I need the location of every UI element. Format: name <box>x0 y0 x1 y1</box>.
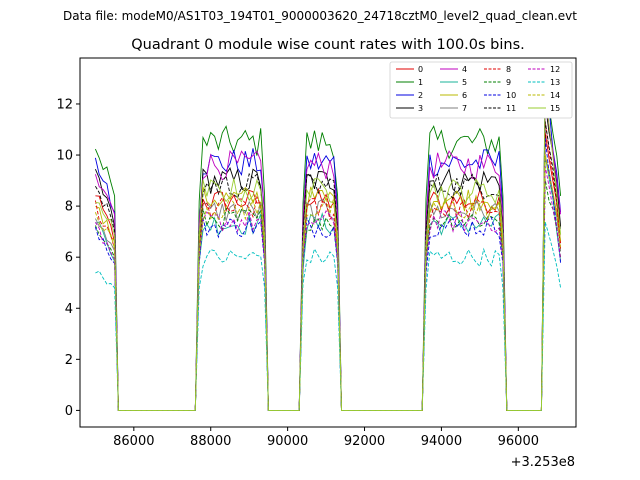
legend-label-15: 15 <box>550 104 560 113</box>
x-tick-label: 94000 <box>421 434 462 449</box>
legend-label-1: 1 <box>418 78 423 87</box>
legend-label-9: 9 <box>506 78 511 87</box>
series-line-3 <box>94 103 562 411</box>
legend-label-12: 12 <box>550 65 560 74</box>
series-line-12 <box>95 166 562 411</box>
legend-label-7: 7 <box>462 104 467 113</box>
series-line-2 <box>94 87 562 411</box>
series-line-9 <box>94 179 562 411</box>
series-line-15 <box>95 83 562 411</box>
series-line-8 <box>94 121 562 411</box>
axes-frame <box>79 57 577 428</box>
legend-label-11: 11 <box>506 104 516 113</box>
x-tick-label: 86000 <box>113 434 154 449</box>
suptitle: Data file: modeM0/AS1T03_194T01_90000036… <box>63 9 577 23</box>
y-tick-label: 8 <box>65 200 73 215</box>
legend-label-6: 6 <box>462 91 467 100</box>
legend-label-8: 8 <box>506 65 511 74</box>
chart-title: Quadrant 0 module wise count rates with … <box>131 37 525 53</box>
plot-area <box>94 75 562 411</box>
y-tick-label: 12 <box>56 97 73 112</box>
y-axis: 0 2 4 6 8 10 12 <box>56 97 80 419</box>
legend-label-3: 3 <box>418 104 423 113</box>
y-tick-label: 2 <box>65 353 73 368</box>
legend-label-5: 5 <box>462 78 467 87</box>
series-line-6 <box>95 155 562 411</box>
y-tick-label: 10 <box>56 149 73 164</box>
x-axis: 86000 88000 90000 92000 94000 96000 <box>113 427 539 449</box>
series-line-14 <box>94 154 562 411</box>
x-tick-label: 90000 <box>267 434 308 449</box>
y-tick-label: 0 <box>65 404 73 419</box>
series-line-5 <box>95 155 562 411</box>
x-tick-label: 92000 <box>344 434 385 449</box>
series-line-13 <box>95 221 562 411</box>
legend-label-4: 4 <box>462 65 467 74</box>
legend-label-0: 0 <box>418 65 423 74</box>
series-line-1 <box>94 75 562 411</box>
series-line-10 <box>94 137 562 411</box>
y-tick-label: 6 <box>65 251 73 266</box>
x-tick-label: 96000 <box>498 434 539 449</box>
legend-label-14: 14 <box>550 91 560 100</box>
series-line-0 <box>95 132 562 411</box>
legend-label-13: 13 <box>550 78 560 87</box>
y-tick-label: 4 <box>65 302 73 317</box>
series-line-4 <box>94 92 562 411</box>
legend-box <box>389 61 573 119</box>
legend-label-10: 10 <box>506 91 516 100</box>
legend-label-2: 2 <box>418 91 423 100</box>
x-offset-label: +3.253e8 <box>511 455 575 470</box>
x-tick-label: 88000 <box>190 434 231 449</box>
series-line-11 <box>95 121 562 411</box>
